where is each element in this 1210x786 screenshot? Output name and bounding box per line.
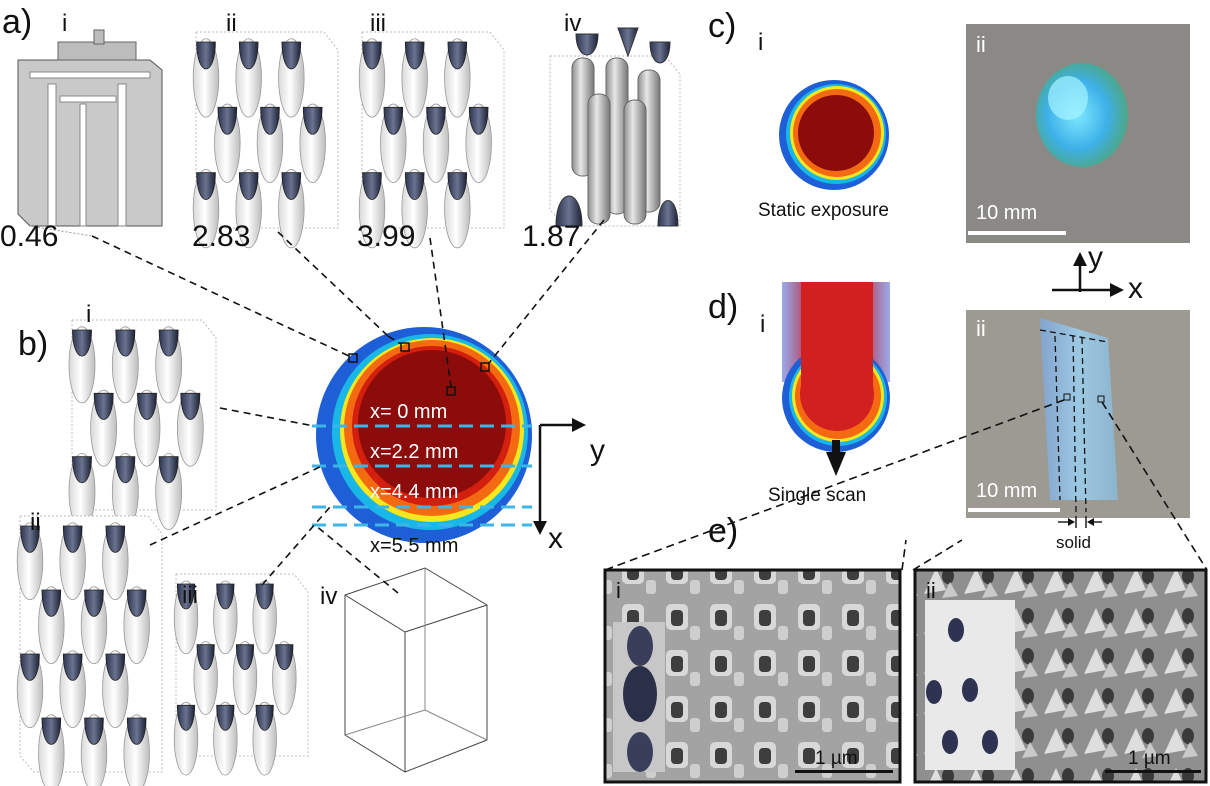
panel-b-i-roman: i — [86, 301, 91, 328]
panel-e-i-roman: i — [616, 578, 621, 603]
panel-e-i-sem — [603, 568, 902, 784]
panel-a-iii-structure — [358, 31, 505, 249]
panel-c-scale-bar — [968, 231, 1066, 235]
single-scan-caption: Single scan — [768, 485, 866, 506]
x-position-1: x=2.2 mm — [370, 441, 458, 463]
center-axis-y-label: y — [590, 434, 605, 467]
axes-y-label: y — [1088, 241, 1103, 274]
panel-a-i-value: 0.46 — [0, 220, 58, 253]
single-scan-diagram — [782, 282, 890, 476]
axes-y-arrowhead — [1073, 252, 1087, 266]
center-axis-x-label: x — [548, 522, 563, 555]
panel-e-ii-roman: ii — [926, 578, 936, 603]
axes-x-label: x — [1128, 272, 1143, 305]
panel-d-ii-roman: ii — [976, 316, 986, 341]
panel-a-iv-value: 1.87 — [522, 220, 580, 253]
panel-c-i-roman: i — [758, 29, 763, 56]
panel-e-ii-scale-bar — [1105, 770, 1201, 773]
solid-arrow-right — [1087, 518, 1094, 526]
panel-a-ii-structure — [192, 31, 339, 249]
solid-label: solid — [1056, 533, 1091, 552]
center-heat-disc — [316, 327, 532, 543]
panel-b-iv-roman: iv — [320, 583, 337, 610]
panel-b-label: b) — [18, 325, 48, 363]
x-position-3: x=5.5 mm — [370, 535, 458, 557]
panel-a-iv-structure — [549, 27, 681, 227]
panel-b-ii-roman: ii — [30, 509, 41, 536]
panel-e-ii-sem — [913, 568, 1208, 784]
panel-a-i-structure — [17, 29, 163, 237]
panel-b-ii-structure — [16, 515, 163, 786]
panel-a-iii-value: 3.99 — [357, 220, 415, 253]
xy-axes — [1052, 264, 1112, 292]
x-position-0: x= 0 mm — [370, 401, 447, 423]
panel-d-scale-label: 10 mm — [976, 480, 1037, 502]
panel-e-ii-scale-label: 1 µm — [1128, 748, 1171, 769]
panel-d-scale-bar — [968, 508, 1060, 512]
zoom-connectors — [604, 399, 1208, 571]
panel-e-label: e) — [708, 512, 738, 550]
static-exposure-disc — [779, 80, 889, 190]
solid-arrow-left — [1068, 518, 1075, 526]
panel-d-i-roman: i — [760, 311, 765, 338]
panel-c-ii-roman: ii — [976, 32, 986, 57]
sample-markers — [348, 342, 490, 396]
panel-b-iii-roman: iii — [182, 582, 198, 609]
panel-c-ii-photo — [966, 24, 1190, 243]
y-axis-arrowhead — [572, 418, 586, 432]
panel-e-i-scale-bar — [795, 770, 893, 773]
axes-x-arrowhead — [1110, 283, 1124, 297]
cut-lines — [312, 424, 532, 527]
panel-a-ii-roman: ii — [226, 10, 237, 37]
connector-lines — [91, 219, 605, 594]
panel-e-i-scale-label: 1 µm — [815, 748, 858, 769]
panel-a-iv-roman: iv — [564, 10, 581, 37]
panel-a-i-roman: i — [62, 10, 67, 37]
panel-d-label: d) — [708, 288, 738, 326]
panel-b-iii-structure — [173, 573, 309, 776]
x-position-2: x=4.4 mm — [370, 481, 458, 503]
center-axes — [538, 423, 574, 522]
panel-a-iii-roman: iii — [370, 10, 386, 37]
panel-b-iv-wireframe — [344, 567, 488, 773]
x-axis-arrowhead — [533, 521, 547, 535]
panel-b-i-structure — [68, 319, 217, 530]
static-exposure-caption: Static exposure — [758, 200, 889, 221]
panel-a-ii-value: 2.83 — [192, 220, 250, 253]
panel-a-label: a) — [2, 3, 32, 41]
panel-c-scale-label: 10 mm — [976, 202, 1037, 224]
panel-c-label: c) — [708, 7, 736, 45]
